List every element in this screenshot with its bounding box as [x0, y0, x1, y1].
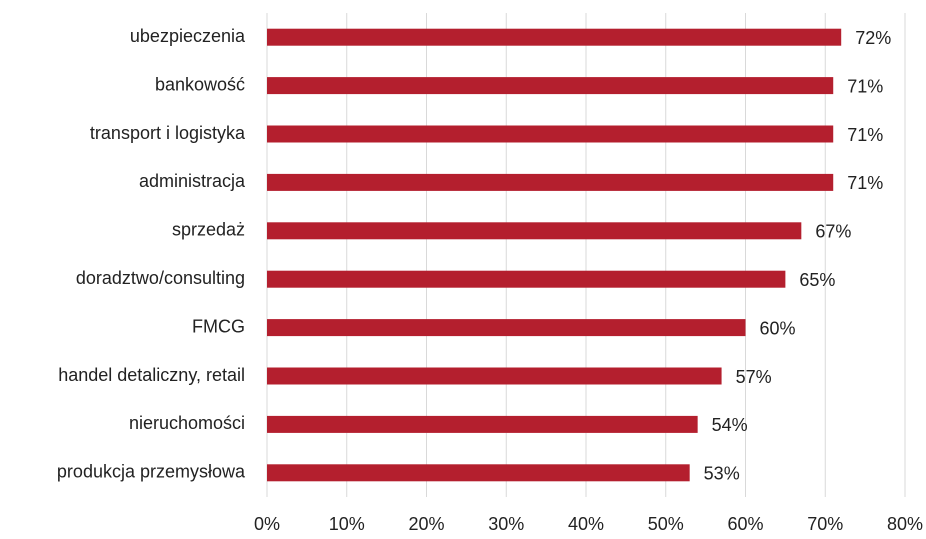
x-tick-label: 60%	[727, 514, 763, 534]
value-label: 71%	[847, 76, 883, 96]
y-tick-label: doradztwo/consulting	[76, 268, 245, 288]
bar	[267, 125, 834, 143]
value-label: 71%	[847, 173, 883, 193]
y-tick-label: sprzedaż	[172, 220, 245, 240]
value-label: 54%	[712, 415, 748, 435]
bar	[267, 173, 834, 191]
bar	[267, 464, 690, 482]
x-tick-label: 40%	[568, 514, 604, 534]
bar	[267, 270, 786, 288]
x-tick-label: 10%	[329, 514, 365, 534]
bar	[267, 28, 842, 46]
y-tick-label: FMCG	[192, 316, 245, 336]
bar	[267, 222, 802, 240]
y-tick-label: administracja	[139, 171, 246, 191]
x-tick-label: 50%	[648, 514, 684, 534]
x-tick-label: 70%	[807, 514, 843, 534]
value-label: 60%	[760, 318, 796, 338]
y-tick-label: handel detaliczny, retail	[58, 365, 245, 385]
value-label: 65%	[799, 270, 835, 290]
x-tick-label: 0%	[254, 514, 280, 534]
value-label: 57%	[736, 367, 772, 387]
y-tick-label: bankowość	[155, 74, 245, 94]
value-label: 53%	[704, 464, 740, 484]
bar	[267, 367, 722, 385]
y-tick-label: nieruchomości	[129, 413, 245, 433]
x-tick-label: 80%	[887, 514, 923, 534]
y-tick-label: transport i logistyka	[90, 123, 246, 143]
x-tick-label: 30%	[488, 514, 524, 534]
y-tick-label: produkcja przemysłowa	[57, 462, 246, 482]
y-tick-label: ubezpieczenia	[130, 26, 246, 46]
bar	[267, 77, 834, 95]
bar	[267, 319, 746, 337]
x-tick-label: 20%	[408, 514, 444, 534]
value-label: 72%	[855, 28, 891, 48]
value-label: 71%	[847, 125, 883, 145]
value-label: 67%	[815, 222, 851, 242]
bar	[267, 415, 698, 433]
